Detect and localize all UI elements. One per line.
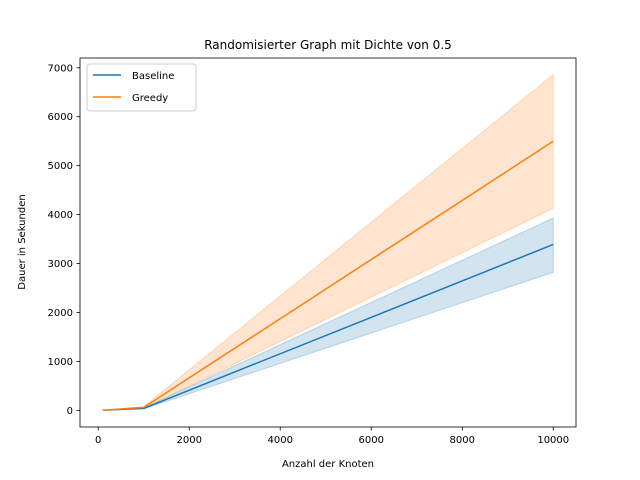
x-tick-label: 0 [95, 435, 101, 446]
plot-area-frame [79, 57, 577, 428]
x-tick-label: 6000 [359, 435, 384, 446]
series-lines [102, 140, 554, 412]
x-tick-label: 10000 [537, 435, 569, 446]
x-tick-label: 4000 [267, 435, 292, 446]
x-axis-label: Anzahl der Knoten [282, 459, 374, 470]
y-axis-ticks: 0 1000 2000 3000 4000 5000 6000 7000 [48, 63, 80, 417]
x-tick-label: 8000 [450, 435, 475, 446]
x-tick-label: 2000 [176, 435, 201, 446]
legend-label-baseline: Baseline [132, 71, 174, 82]
series-line-greedy [102, 140, 554, 411]
legend: Baseline Greedy [86, 63, 197, 112]
y-axis-label: Dauer in Sekunden [17, 194, 28, 289]
y-tick-label: 6000 [48, 112, 73, 123]
x-axis-ticks: 0 2000 4000 6000 8000 10000 [95, 427, 569, 446]
y-tick-label: 5000 [48, 161, 73, 172]
y-tick-label: 7000 [48, 63, 73, 74]
y-tick-label: 1000 [48, 357, 73, 368]
y-tick-label: 2000 [48, 308, 73, 319]
y-tick-label: 3000 [48, 259, 73, 270]
chart-title: Randomisierter Graph mit Dichte von 0.5 [204, 38, 452, 52]
legend-label-greedy: Greedy [132, 93, 168, 104]
y-tick-label: 4000 [48, 210, 73, 221]
y-tick-label: 0 [67, 406, 73, 417]
